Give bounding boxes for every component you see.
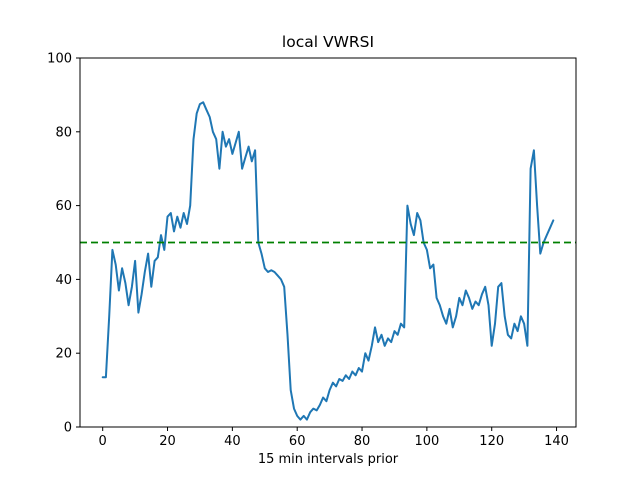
x-tick-label: 20 — [159, 434, 176, 449]
x-tick-label: 100 — [414, 434, 439, 449]
x-tick-label: 140 — [544, 434, 569, 449]
y-tick-label: 60 — [55, 199, 72, 214]
x-axis-label: 15 min intervals prior — [258, 452, 399, 467]
plot-layers: 0 20 40 60 80 100 120 140 0 20 40 60 80 100 — [47, 52, 577, 449]
x-tick-label: 80 — [354, 434, 371, 449]
axes-frame — [79, 57, 577, 428]
y-tick-label: 100 — [47, 52, 72, 67]
x-tick-label: 60 — [289, 434, 306, 449]
y-tick-label: 80 — [55, 125, 72, 140]
x-tick-label: 0 — [99, 434, 107, 449]
chart-title: local VWRSI — [282, 33, 374, 51]
y-tick-label: 0 — [64, 421, 72, 436]
y-tick-label: 40 — [55, 273, 72, 288]
x-tick-label: 120 — [479, 434, 504, 449]
x-tick-label: 40 — [224, 434, 241, 449]
y-tick-label: 20 — [55, 347, 72, 362]
vwrsi-line — [101, 101, 555, 421]
